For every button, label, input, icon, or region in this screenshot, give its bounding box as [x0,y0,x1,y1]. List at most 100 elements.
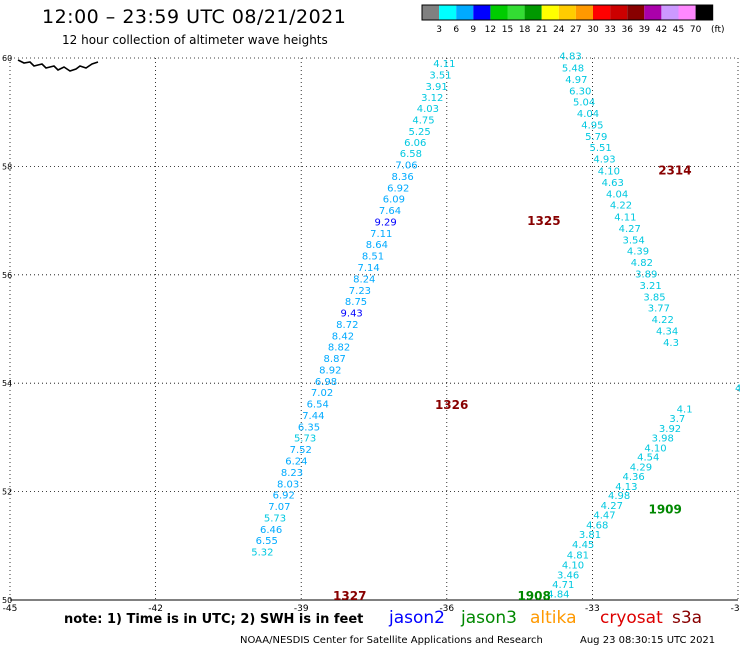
x-tick-label: -45 [3,604,18,614]
y-tick-label: 52 [2,488,12,497]
wave-height-point: 8.23 [281,468,303,479]
wave-height-point: 4.3 [663,338,679,349]
wave-height-point: 4.75 [412,116,434,127]
colorbar-swatch [661,5,679,20]
colorbar-swatch [456,5,474,20]
wave-height-point: 6.35 [298,422,320,433]
wave-height-point: 4.93 [593,155,615,166]
wave-height-point: 7.11 [370,229,392,240]
x-tick-label: -36 [439,604,454,614]
legend-s3a: s3a [672,608,703,628]
wave-height-point: 8.92 [319,365,341,376]
wave-height-point: 6.06 [404,138,426,149]
wave-height-point: 3.85 [643,292,665,303]
y-tick-label: 54 [2,379,12,388]
wave-height-point: 3.98 [652,434,674,445]
wave-height-point: 5.04 [573,98,595,109]
colorbar-swatch [695,5,713,20]
wave-height-point: 4.11 [433,59,455,70]
wave-height-point: 8.51 [362,252,384,263]
footer-note: note: 1) Time is in UTC; 2) SWH is in fe… [64,612,364,627]
wave-height-point: 7.07 [268,502,290,513]
wave-height-chart: -45-42-39-36-33-305052545658604.113.513.… [2,52,740,614]
wave-height-point: 3.92 [659,424,681,435]
wave-height-point: 8.75 [345,297,367,308]
wave-height-point: 7.14 [358,263,380,274]
wave-height-point: 6.46 [260,525,282,536]
legend-jason2: jason2 [389,608,445,628]
wave-height-point: 8.82 [328,343,350,354]
colorbar-unit: (ft) [711,25,725,35]
wave-height-point: 4.47 [593,511,615,522]
wave-height-point: 4.71 [552,580,574,591]
wave-height-point: 4.54 [637,453,659,464]
x-tick-label: -42 [148,604,163,614]
wave-height-point: 4.04 [577,109,599,120]
colorbar-label: 33 [604,25,615,35]
colorbar-label: 39 [639,25,651,35]
wave-height-point: 6.92 [387,183,409,194]
wave-height-point: 3.12 [421,93,443,104]
colorbar-label: 9 [470,25,476,35]
wave-height-point: 4.1 [677,404,693,415]
footer-timestamp: Aug 23 08:30:15 UTC 2021 [580,635,716,646]
wave-height-point: 4.29 [630,462,652,473]
colorbar-label: 12 [485,25,496,35]
coastline [17,59,99,72]
wave-height-point: 6.54 [307,400,329,411]
colorbar-swatch [610,5,628,20]
wave-height-point: 4.68 [586,520,608,531]
wave-height-point: 4.98 [608,491,630,502]
wave-height-point: 3.21 [640,281,662,292]
wave-height-point: 8.24 [353,274,375,285]
wave-height-point: 6.55 [256,536,278,547]
wave-height-point: 4.10 [598,167,620,178]
y-tick-label: 58 [2,162,12,171]
wave-height-point: 7.23 [349,286,371,297]
wave-height-point: 6.30 [569,86,591,97]
colorbar-label: 36 [621,25,633,35]
colorbar-label: 6 [453,25,459,35]
colorbar-label: 27 [570,25,581,35]
wave-height-point: 5.48 [562,64,584,75]
wave-height-point: 3.89 [635,270,657,281]
wave-height-point: 8.36 [392,172,414,183]
colorbar-label: 3 [436,25,442,35]
legend-jason3: jason3 [461,608,517,628]
y-tick-label: 50 [2,596,12,605]
wave-height-point: 3.77 [648,304,670,315]
colorbar-label: 45 [673,25,684,35]
wave-height-point: 5.32 [251,548,273,559]
wave-height-point: 7.06 [395,161,417,172]
y-tick-label: 60 [2,54,12,63]
wave-height-point: 4.10 [644,443,666,454]
colorbar: 3 6 9 12 15 18 21 24 27 30 33 36 39 42 45 70 (ft) [421,4,725,35]
wave-height-point: 4.39 [627,247,649,258]
wave-height-point: 3.7 [669,414,685,425]
x-tick-label: -30 [731,604,740,614]
wave-height-point: 6.58 [400,149,422,160]
pass-time-label: 2314 [658,164,691,178]
wave-height-point: 3.51 [429,71,451,82]
colorbar-label: 30 [587,25,599,35]
wave-height-point: 9.29 [375,217,397,228]
wave-height-point: 4.13 [615,482,637,493]
wave-height-point: 9.43 [341,309,363,320]
pass-time-label: 1326 [435,398,468,412]
wave-height-point: 8.64 [366,240,388,251]
wave-height-point: 4.36 [623,472,645,483]
wave-height-point: 4.03 [417,104,439,115]
colorbar-swatch [473,5,491,20]
page-subtitle: 12 hour collection of altimeter wave hei… [62,33,328,47]
wave-height-point: 7.02 [311,388,333,399]
wave-height-point: 4.82 [631,258,653,269]
wave-height-point: 4.22 [652,315,674,326]
wave-height-point: 3.91 [425,82,447,93]
pass-time-label: 1325 [527,214,560,228]
wave-height-point: 6.24 [285,457,307,468]
wave-height-point: 4.22 [610,201,632,212]
footer-credit: NOAA/NESDIS Center for Satellite Applica… [240,635,543,646]
colorbar-swatch [541,5,559,20]
wave-height-point: 6.92 [273,491,295,502]
